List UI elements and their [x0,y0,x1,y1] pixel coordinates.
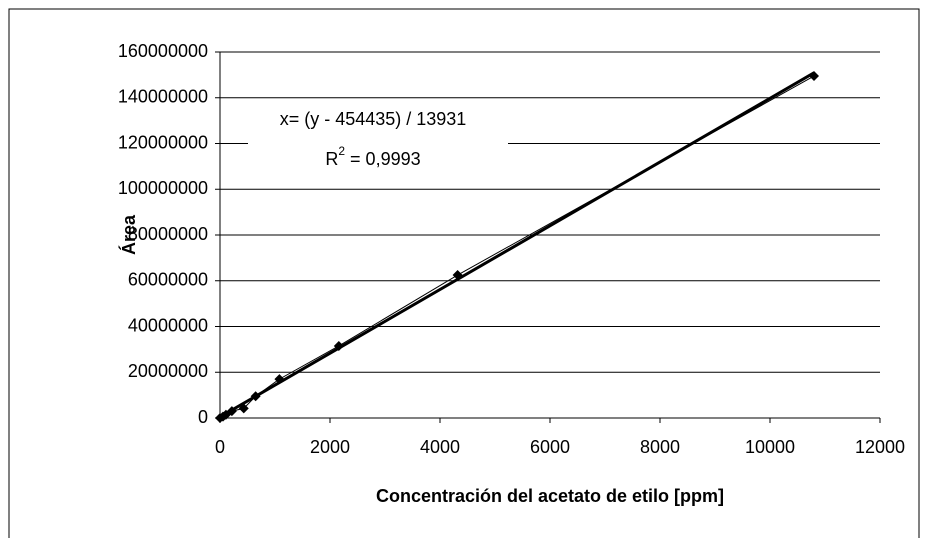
y-tick-label: 20000000 [128,361,208,381]
annotation-box [248,102,508,174]
y-tick-label: 80000000 [128,224,208,244]
y-tick-label: 0 [198,407,208,427]
x-tick-label: 12000 [855,437,905,457]
data-point [452,270,463,281]
r-label: R [325,149,338,169]
y-tick-label: 160000000 [118,41,208,61]
y-axis-title: Área [118,214,139,255]
trendline [219,71,815,419]
r-value: = 0,9993 [345,149,421,169]
y-tick-label: 100000000 [118,178,208,198]
data-point [333,340,344,351]
data-point [274,374,285,385]
x-tick-label: 0 [215,437,225,457]
r-sup: 2 [338,144,345,158]
data-point [238,403,249,414]
y-tick-label: 40000000 [128,315,208,335]
grid [215,51,881,423]
data-point [809,71,819,82]
y-tick-label: 140000000 [118,87,208,107]
x-tick-label: 4000 [420,437,460,457]
x-axis-title: Concentración del acetato de etilo [ppm] [376,486,724,506]
x-tick-label: 8000 [640,437,680,457]
x-tick-label: 10000 [745,437,795,457]
marks [215,71,819,423]
equation: x= (y - 454435) / 13931 [280,109,467,129]
r-squared: R2 = 0,9993 [325,144,420,169]
x-tick-label: 2000 [310,437,350,457]
data-point [226,406,237,417]
chart-frame [8,8,920,538]
data-point [250,391,261,402]
y-tick-label: 120000000 [118,132,208,152]
y-tick-label: 60000000 [128,270,208,290]
x-tick-label: 6000 [530,437,570,457]
